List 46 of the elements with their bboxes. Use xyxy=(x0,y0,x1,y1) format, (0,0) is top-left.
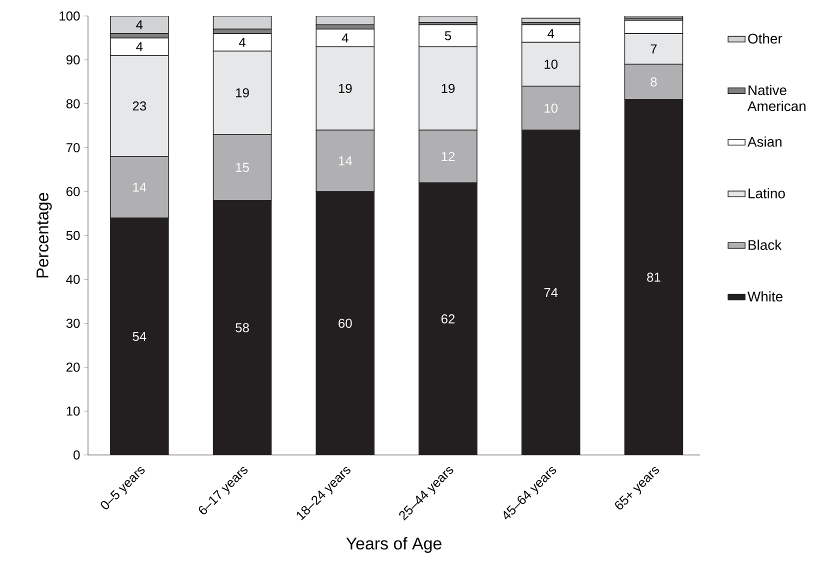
data-label: 23 xyxy=(132,101,146,111)
y-tick-label: 100 xyxy=(60,11,80,21)
legend-label: Black xyxy=(748,240,782,250)
y-tick-label: 60 xyxy=(66,186,80,196)
data-label: 7 xyxy=(650,44,657,54)
y-tick-label: 80 xyxy=(66,99,80,108)
data-label: 10 xyxy=(544,60,558,69)
data-label: 5 xyxy=(444,31,452,40)
bar xyxy=(110,16,169,34)
data-label: 14 xyxy=(338,156,352,166)
data-label: 10 xyxy=(544,104,558,113)
data-label: 4 xyxy=(136,42,143,52)
data-label: 74 xyxy=(544,288,558,298)
bar xyxy=(316,16,375,26)
legend-label: Other xyxy=(748,33,782,44)
y-tick-label: 50 xyxy=(66,230,80,240)
data-label: 54 xyxy=(132,332,146,341)
legend-label: White xyxy=(748,291,783,302)
y-tick-label: 0 xyxy=(74,450,80,460)
data-label: 4 xyxy=(238,38,246,47)
data-label: 62 xyxy=(441,314,455,324)
data-label: 4 xyxy=(136,20,143,30)
legend-label: Asian xyxy=(748,136,782,147)
data-label: 19 xyxy=(236,88,249,98)
y-tick-label: 40 xyxy=(66,274,80,284)
legend-label: Native American xyxy=(748,84,806,112)
data-label: 58 xyxy=(236,323,249,332)
bar xyxy=(212,16,272,30)
data-label: 60 xyxy=(338,318,352,328)
x-axis-title: Years of Age xyxy=(346,537,442,553)
y-tick-label: 90 xyxy=(66,55,80,64)
data-label: 4 xyxy=(548,29,554,38)
y-tick-label: 20 xyxy=(66,362,80,372)
data-label: 12 xyxy=(442,152,455,161)
data-label: 4 xyxy=(342,33,348,42)
y-axis-title: Percentage xyxy=(36,192,52,278)
legend-label: Latino xyxy=(748,188,785,198)
y-tick-label: 10 xyxy=(66,406,80,416)
data-label: 19 xyxy=(442,84,455,93)
y-tick-label: 30 xyxy=(66,318,80,328)
data-label: 8 xyxy=(650,77,657,86)
data-label: 15 xyxy=(236,162,249,172)
data-label: 19 xyxy=(338,84,352,93)
data-label: 81 xyxy=(647,272,660,282)
data-label: 14 xyxy=(133,182,146,192)
y-tick-label: 70 xyxy=(66,143,80,152)
